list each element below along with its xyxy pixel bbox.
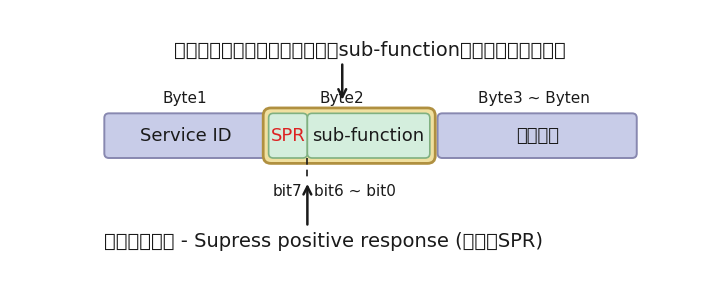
Text: Byte1: Byte1 <box>163 91 208 106</box>
Text: Byte2: Byte2 <box>320 91 364 106</box>
Text: bit6 ~ bit0: bit6 ~ bit0 <box>314 184 395 199</box>
FancyBboxPatch shape <box>307 113 430 158</box>
Text: 其他数据: 其他数据 <box>515 127 559 145</box>
FancyBboxPatch shape <box>104 113 267 158</box>
Text: 该字节是可选的，有些服务没有sub-function，就不需要这个字节: 该字节是可选的，有些服务没有sub-function，就不需要这个字节 <box>174 41 566 60</box>
FancyBboxPatch shape <box>263 108 435 163</box>
Text: 正响应抑制位 - Supress positive response (缩写：SPR): 正响应抑制位 - Supress positive response (缩写：S… <box>104 232 543 251</box>
Text: Service ID: Service ID <box>140 127 231 145</box>
Text: bit7: bit7 <box>273 184 303 199</box>
Text: Byte3 ~ Byten: Byte3 ~ Byten <box>478 91 590 106</box>
Text: SPR: SPR <box>270 127 305 145</box>
Text: sub-function: sub-function <box>312 127 424 145</box>
FancyBboxPatch shape <box>437 113 637 158</box>
FancyBboxPatch shape <box>269 113 307 158</box>
